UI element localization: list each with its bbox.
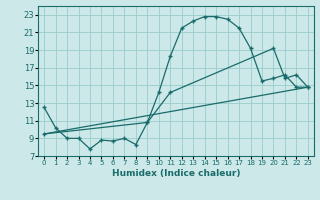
X-axis label: Humidex (Indice chaleur): Humidex (Indice chaleur)	[112, 169, 240, 178]
